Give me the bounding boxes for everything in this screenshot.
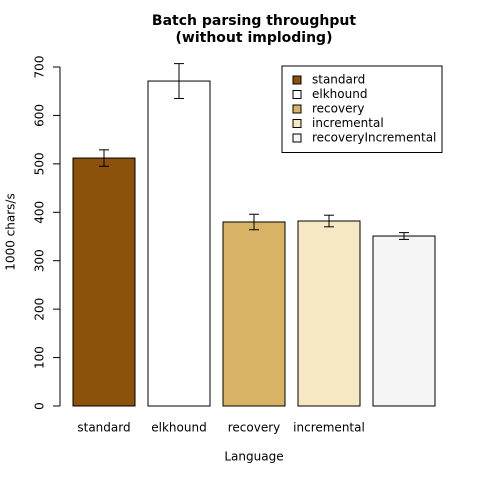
legend-swatch bbox=[292, 119, 302, 128]
chart-subtitle: (without imploding) bbox=[176, 30, 333, 46]
legend-swatch bbox=[292, 90, 302, 99]
x-axis-label: Language bbox=[224, 450, 283, 464]
y-tick-label: 100 bbox=[33, 346, 47, 369]
legend-swatch bbox=[292, 133, 302, 143]
y-tick-label: 700 bbox=[33, 56, 47, 79]
bar bbox=[147, 80, 211, 407]
x-tick-label: recovery bbox=[228, 421, 281, 435]
legend-box bbox=[281, 65, 443, 153]
legend-label: recoveryIncremental bbox=[312, 131, 436, 145]
bar bbox=[297, 220, 361, 407]
legend-swatch bbox=[292, 75, 302, 85]
y-tick-label: 600 bbox=[33, 104, 47, 127]
y-tick-label: 400 bbox=[33, 201, 47, 224]
x-tick-label: incremental bbox=[293, 421, 365, 435]
legend-label: recovery bbox=[312, 102, 365, 116]
bar bbox=[72, 157, 136, 407]
legend-label: incremental bbox=[312, 116, 384, 130]
legend-label: standard bbox=[312, 73, 365, 87]
y-tick-label: 200 bbox=[33, 298, 47, 321]
y-tick-label: 500 bbox=[33, 152, 47, 175]
bar bbox=[372, 235, 436, 407]
x-tick-label: elkhound bbox=[151, 421, 206, 435]
legend-label: elkhound bbox=[312, 87, 367, 101]
bar bbox=[222, 221, 286, 407]
chart-title: Batch parsing throughput bbox=[152, 13, 356, 29]
x-tick-label: standard bbox=[77, 421, 130, 435]
legend-swatch bbox=[292, 104, 302, 114]
y-tick-label: 0 bbox=[33, 402, 47, 410]
y-axis-label: 1000 chars/s bbox=[4, 193, 18, 270]
y-tick-label: 300 bbox=[33, 249, 47, 272]
